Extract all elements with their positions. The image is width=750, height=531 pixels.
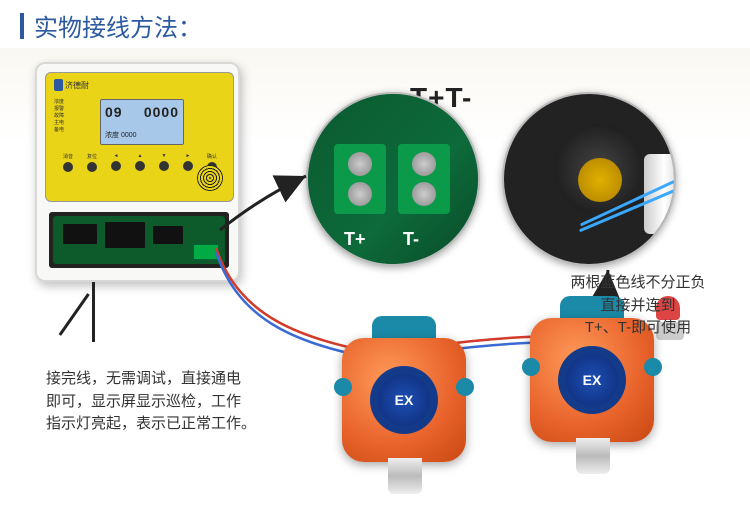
caption-right: 两根蓝色线不分正负 直接并连到 T+、T-即可使用 — [548, 272, 728, 340]
caption-line: 指示灯亮起，表示已正常工作。 — [46, 413, 296, 436]
btn-label: ► — [185, 153, 190, 159]
page-title: 实物接线方法： — [34, 8, 202, 43]
chip-icon — [105, 222, 145, 248]
panel-button — [87, 162, 97, 172]
lcd-bottom: 浓度 0000 — [105, 130, 179, 140]
lcd-display: 09 0000 浓度 0000 — [100, 99, 184, 145]
lcd-top-left: 09 — [105, 104, 123, 120]
brand-label: 济德耐 — [54, 79, 89, 91]
panel-button — [111, 161, 121, 171]
detector-probe — [576, 438, 610, 474]
caption-line: 即可，显示屏显示巡检，工作 — [46, 391, 296, 414]
detector-lug — [456, 378, 474, 396]
btn-label: 消音 — [63, 153, 73, 160]
screw-icon — [348, 152, 372, 176]
detector-probe — [388, 458, 422, 494]
diagram-canvas: 济德耐 浓度报警故障主电备电 09 0000 浓度 0000 消音 复位 ◄ ▲… — [0, 48, 750, 531]
detector-face-text: EX — [566, 354, 618, 406]
screw-icon — [412, 152, 436, 176]
speaker-icon — [197, 165, 223, 191]
terminal-block-b — [398, 144, 450, 214]
title-bar: 实物接线方法： — [0, 0, 750, 51]
detector-body: EX — [342, 338, 466, 462]
caption-left: 接完线，无需调试，直接通电 即可，显示屏显示巡检，工作 指示灯亮起，表示已正常工… — [46, 368, 296, 436]
panel-faceplate: 济德耐 浓度报警故障主电备电 09 0000 浓度 0000 消音 复位 ◄ ▲… — [45, 72, 234, 202]
panel-side-text: 浓度报警故障主电备电 — [54, 99, 64, 134]
panel-button — [159, 161, 169, 171]
power-cord — [92, 282, 95, 342]
btn-label: ▲ — [137, 153, 142, 159]
btn-label: 复位 — [87, 153, 97, 160]
pcb-bay — [49, 212, 229, 268]
caption-line: 两根蓝色线不分正负 — [548, 272, 728, 295]
caption-line: T+、T-即可使用 — [548, 317, 728, 340]
detector-lug — [334, 378, 352, 396]
terminal-block-a — [334, 144, 386, 214]
detector-lug — [522, 358, 540, 376]
screw-icon — [412, 182, 436, 206]
panel-button — [135, 161, 145, 171]
lcd-top-right: 0000 — [144, 104, 179, 120]
detector-1: EX — [342, 338, 468, 498]
detector-face: EX — [370, 366, 438, 434]
btn-label: 确认 — [207, 153, 217, 160]
chip-icon — [153, 226, 183, 244]
panel-button — [63, 162, 73, 172]
zoom-terminal: T+ T- — [306, 92, 480, 266]
zoom-connector — [502, 92, 676, 266]
caption-line: 直接并连到 — [548, 295, 728, 318]
brand-logo-icon — [54, 79, 63, 91]
btn-label: ▼ — [161, 153, 166, 159]
terminal-icon — [193, 244, 219, 260]
title-accent — [20, 13, 24, 39]
pcb-board — [53, 216, 225, 264]
panel-button — [183, 161, 193, 171]
btn-label: ◄ — [114, 153, 119, 159]
terminal-label-a: T+ — [344, 229, 366, 250]
detector-2: EX — [530, 318, 656, 478]
control-panel: 济德耐 浓度报警故障主电备电 09 0000 浓度 0000 消音 复位 ◄ ▲… — [35, 62, 240, 282]
screw-icon — [348, 182, 372, 206]
caption-line: 接完线，无需调试，直接通电 — [46, 368, 296, 391]
chip-icon — [63, 224, 97, 244]
cable-gland — [578, 158, 622, 202]
detector-lug — [644, 358, 662, 376]
terminal-label-b: T- — [403, 229, 419, 250]
detector-face-text: EX — [378, 374, 430, 426]
detector-face: EX — [558, 346, 626, 414]
brand-text: 济德耐 — [65, 80, 89, 91]
